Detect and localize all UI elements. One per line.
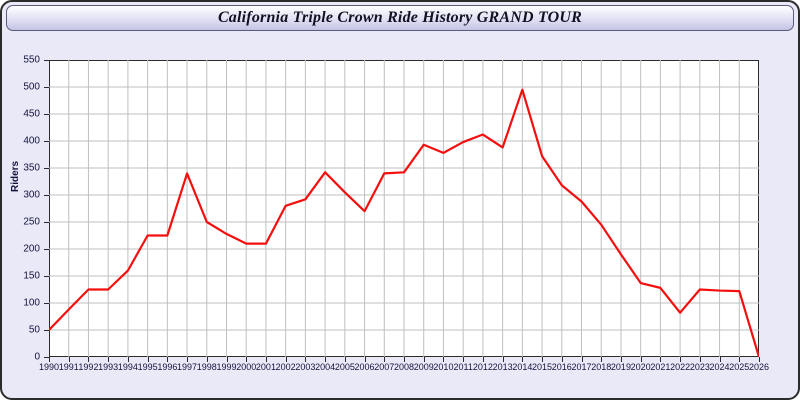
x-axis-tick-label: 2011 — [453, 362, 473, 372]
y-axis-tick-label: 550 — [23, 54, 40, 66]
y-axis-tick-label: 0 — [34, 351, 40, 363]
x-axis-tick-label: 2025 — [729, 362, 750, 372]
x-axis-tick — [68, 357, 70, 362]
plot-area — [49, 60, 759, 357]
x-axis-tick — [167, 357, 169, 362]
x-axis-tick-label: 1996 — [157, 362, 178, 372]
y-axis-tick-label: 200 — [23, 243, 40, 255]
x-axis-tick-label: 2005 — [334, 362, 355, 372]
x-axis-tick — [561, 357, 563, 362]
x-axis-tick — [581, 357, 583, 362]
x-axis-tick — [660, 357, 662, 362]
x-axis-tick-label: 2006 — [354, 362, 375, 372]
x-axis-tick — [88, 357, 90, 362]
y-axis-tick-label: 400 — [23, 135, 40, 147]
x-axis-tick — [108, 357, 110, 362]
y-axis-tick-label: 250 — [23, 216, 40, 228]
x-axis-tick — [344, 357, 346, 362]
x-axis-tick-label: 1991 — [58, 362, 79, 372]
y-axis-tick-label: 500 — [23, 81, 40, 93]
y-axis-tick-label: 100 — [23, 297, 40, 309]
grid-lines — [49, 60, 759, 357]
x-axis-tick — [463, 357, 465, 362]
x-axis-tick-label: 2026 — [748, 362, 770, 372]
x-axis-tick-label: 1995 — [137, 362, 158, 372]
x-axis-tick — [325, 357, 327, 362]
x-axis-tick — [49, 357, 50, 362]
x-axis-tick — [601, 357, 603, 362]
x-axis-tick-label: 1997 — [177, 362, 198, 372]
x-axis-tick-label: 2004 — [315, 362, 336, 372]
x-axis-tick-label: 1994 — [117, 362, 138, 372]
x-axis-tick — [620, 357, 622, 362]
x-axis-tick-label: 2007 — [374, 362, 395, 372]
x-axis-tick — [147, 357, 149, 362]
x-axis-tick — [265, 357, 267, 362]
page-title: California Triple Crown Ride History GRA… — [217, 9, 583, 26]
x-axis-tick-label: 2019 — [610, 362, 631, 372]
x-axis-tick — [226, 357, 228, 362]
x-axis-tick-label: 1990 — [38, 362, 60, 372]
x-axis-tick — [305, 357, 307, 362]
x-axis-tick-label: 2013 — [492, 362, 513, 372]
x-axis-tick — [482, 357, 484, 362]
title-bar: California Triple Crown Ride History GRA… — [6, 5, 794, 31]
x-axis-tick — [384, 357, 386, 362]
x-axis-tick — [542, 357, 544, 362]
x-axis-tick-label: 1993 — [98, 362, 119, 372]
x-axis-tick — [522, 357, 524, 362]
x-axis-tick — [680, 357, 682, 362]
x-axis-tick — [127, 357, 129, 362]
x-axis-tick-label: 1998 — [196, 362, 217, 372]
x-axis-tick — [246, 357, 248, 362]
x-axis-tick-label: 2024 — [709, 362, 730, 372]
x-axis-tick — [285, 357, 287, 362]
y-axis-title: Riders — [10, 160, 21, 192]
x-axis-tick-label: 2017 — [571, 362, 592, 372]
y-axis-tick-label: 150 — [23, 270, 40, 282]
x-axis-tick-label: 2000 — [236, 362, 257, 372]
x-axis-tick-label: 2009 — [413, 362, 434, 372]
x-axis-tick-label: 1999 — [216, 362, 237, 372]
x-axis-tick — [404, 357, 405, 362]
y-axis-tick — [44, 357, 49, 358]
x-axis-tick-label: 2002 — [275, 362, 296, 372]
x-axis-tick — [423, 357, 425, 362]
x-axis-tick — [640, 357, 642, 362]
x-axis-tick-label: 2010 — [433, 362, 454, 372]
x-axis-tick-label: 2022 — [670, 362, 691, 372]
x-axis-tick-label: 2023 — [689, 362, 710, 372]
x-axis-tick — [443, 357, 445, 362]
x-axis-tick — [364, 357, 366, 362]
y-axis-tick-label: 50 — [28, 324, 40, 336]
y-axis-tick-label: 450 — [23, 108, 40, 120]
x-axis-tick — [699, 357, 701, 362]
x-axis-tick — [206, 357, 208, 362]
x-axis-tick-label: 2001 — [255, 362, 276, 372]
x-axis-tick — [759, 357, 760, 362]
x-axis-tick — [187, 357, 189, 362]
x-axis-tick-label: 2018 — [591, 362, 612, 372]
x-axis-tick-label: 2021 — [650, 362, 671, 372]
x-axis-tick-label: 2014 — [512, 362, 533, 372]
x-axis-tick — [502, 357, 504, 362]
x-axis-tick-label: 1992 — [78, 362, 99, 372]
x-axis-tick — [719, 357, 721, 362]
x-axis-tick-label: 2003 — [295, 362, 316, 372]
x-axis-tick-label: 2016 — [551, 362, 572, 372]
x-axis-tick-label: 2012 — [472, 362, 493, 372]
x-axis-tick-label: 2015 — [532, 362, 553, 372]
x-axis-tick-label: 2020 — [630, 362, 651, 372]
x-axis-tick — [739, 357, 741, 362]
data-series-riders — [49, 88, 759, 357]
x-axis-tick-label: 2008 — [393, 362, 415, 372]
